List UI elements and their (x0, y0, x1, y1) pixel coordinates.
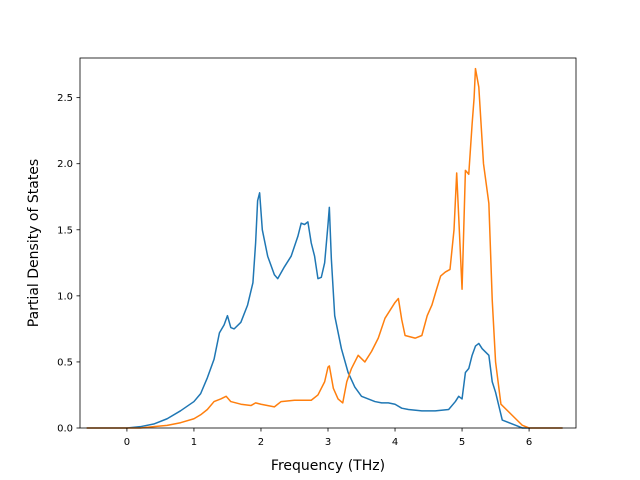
series-layer (86, 67, 563, 429)
y-tick-label: 1.0 (57, 291, 73, 302)
x-axis: 0 1 2 3 4 5 6 (124, 428, 532, 448)
x-tick-label: 3 (325, 437, 331, 448)
x-tick-label: 1 (191, 437, 197, 448)
y-tick-label: 2.0 (57, 159, 73, 170)
x-tick-label: 0 (124, 437, 130, 448)
y-axis-label: Partial Density of States (26, 159, 42, 327)
series-line-1 (86, 192, 563, 429)
x-tick-label: 2 (258, 437, 264, 448)
x-tick-label: 4 (392, 437, 398, 448)
y-tick-label: 0.5 (57, 357, 73, 368)
axes-frame (79, 57, 577, 429)
series-line-2 (86, 67, 563, 429)
x-axis-label: Frequency (THz) (271, 458, 385, 474)
y-tick-label: 1.5 (57, 225, 73, 236)
x-tick-label: 5 (459, 437, 465, 448)
y-axis: 0.0 0.5 1.0 1.5 2.0 2.5 (57, 93, 80, 435)
x-tick-label: 6 (526, 437, 532, 448)
y-tick-label: 2.5 (57, 93, 73, 104)
y-tick-label: 0.0 (57, 424, 73, 435)
